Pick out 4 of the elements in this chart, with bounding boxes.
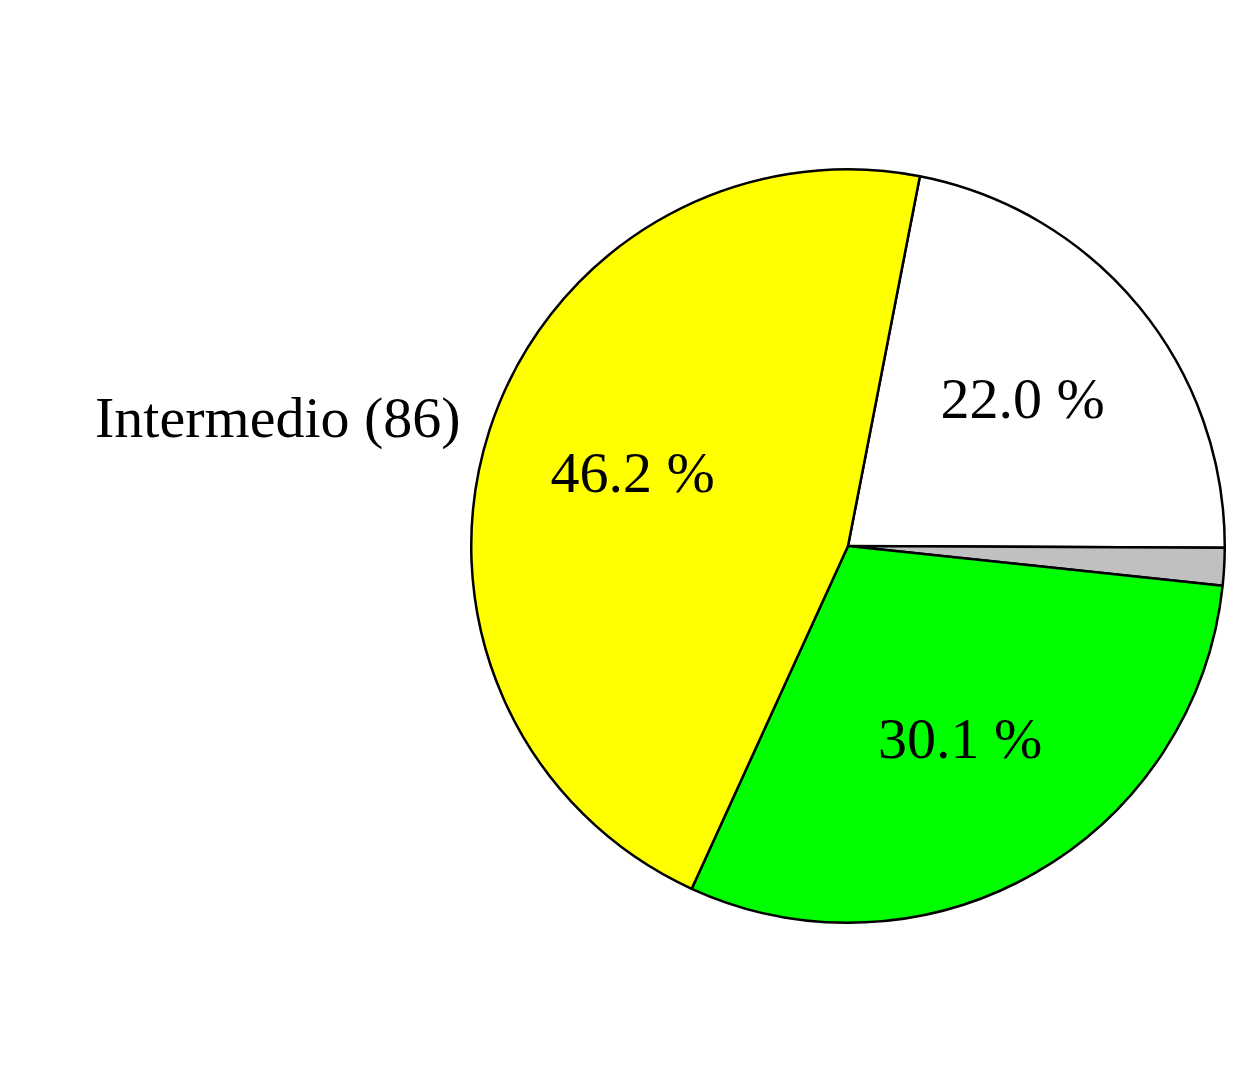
data-label: 46.2 % <box>550 440 715 506</box>
data-label: 30.1 % <box>877 705 1043 771</box>
data-label: 22.0 % <box>940 365 1105 431</box>
slice-label: Intermedio (86) <box>95 385 461 451</box>
